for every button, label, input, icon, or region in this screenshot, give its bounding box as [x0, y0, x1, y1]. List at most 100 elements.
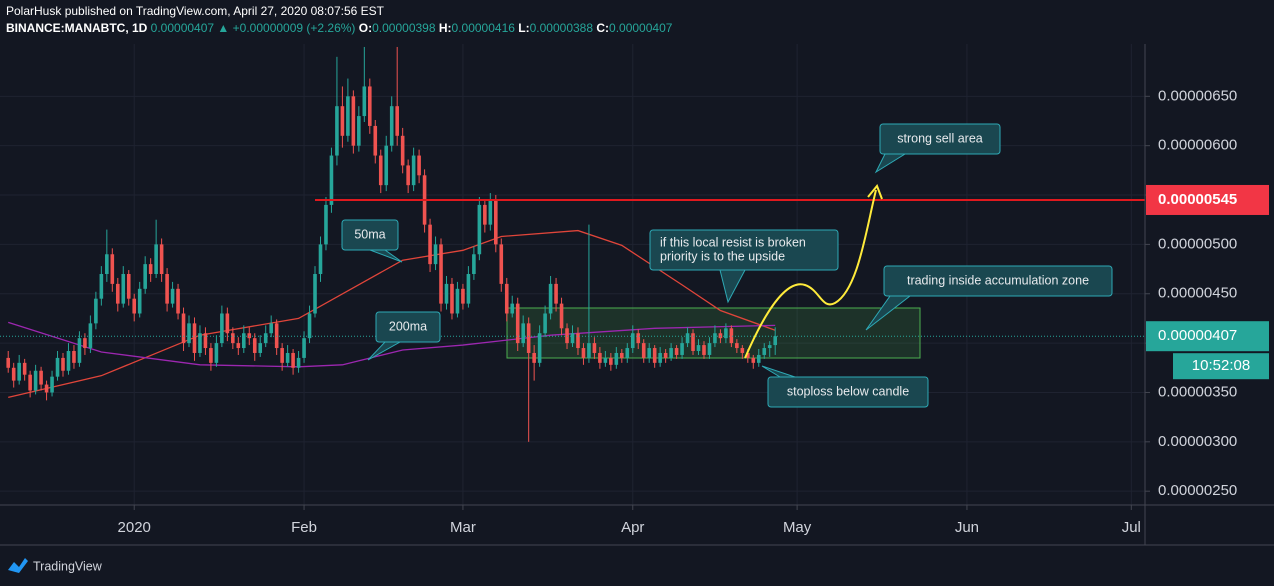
countdown: 10:52:08 [1192, 357, 1250, 374]
candle-body [641, 343, 646, 358]
candle-body [630, 333, 635, 349]
candle-body [269, 323, 273, 334]
last-price-label: 0.00000407 [1158, 327, 1237, 344]
candle-body [625, 348, 630, 358]
candle-body [559, 303, 564, 329]
symbol-legend: BINANCE:MANABTC, 1D 0.00000407 ▲ +0.0000… [6, 21, 673, 35]
countdown-box [1173, 353, 1269, 380]
candle-body [99, 274, 104, 299]
candle-body [367, 86, 372, 126]
candle-body [614, 352, 619, 365]
candle-body [165, 274, 169, 304]
candle-body [105, 254, 109, 275]
candle-body [400, 135, 405, 166]
last-price-box [1146, 321, 1269, 352]
callout-box [767, 376, 929, 408]
candle-body [115, 283, 120, 304]
y-tick-label: 0.00000250 [1158, 482, 1237, 499]
candle-body [735, 343, 739, 349]
candle-body [477, 204, 482, 255]
candle-body [209, 348, 213, 363]
candle-body [680, 343, 684, 355]
candle-body [466, 274, 471, 304]
candle-body [488, 199, 493, 225]
candle-body [357, 116, 361, 146]
candle-body [762, 348, 767, 355]
y-tick-label: 0.00000600 [1158, 137, 1237, 154]
candle-body [94, 298, 98, 324]
candle-body [652, 348, 657, 363]
candle-body [609, 357, 613, 365]
x-tick-label: Feb [291, 519, 317, 536]
y-tick-label: 0.00000500 [1158, 235, 1237, 252]
candle-body [302, 338, 306, 358]
callout-box [375, 311, 441, 343]
x-tick-label: Jun [955, 519, 979, 536]
candle-body [395, 106, 399, 136]
footer-brand[interactable]: TradingView [33, 559, 103, 573]
candle-body [132, 298, 137, 314]
candle-body [411, 155, 416, 186]
ohlc-value: 0.00000416 [452, 21, 516, 35]
candle-body [318, 244, 323, 275]
candle-body [291, 352, 295, 368]
candle-body [494, 199, 498, 245]
y-tick-label: 0.00000450 [1158, 285, 1237, 302]
x-tick-label: Mar [450, 519, 476, 536]
candle-body [198, 333, 202, 353]
candle-body [33, 370, 38, 391]
ohlc-value: 0.00000407 [609, 21, 673, 35]
candle-body [702, 345, 706, 355]
candle-body [143, 264, 147, 289]
candle-body [11, 367, 16, 381]
callout: stoploss below candle [761, 365, 929, 408]
candle-body [148, 264, 153, 275]
candle-body [66, 351, 71, 371]
candle-body [214, 343, 219, 363]
plot: 50ma 200ma strong sell area if this local r… [0, 44, 1145, 505]
candle-body [296, 357, 301, 368]
candle-body [587, 343, 591, 358]
candle-body [428, 224, 432, 265]
candle-body [576, 333, 580, 349]
x-tick-label: May [783, 519, 812, 536]
candle-body [751, 357, 756, 363]
candle-body [55, 357, 60, 377]
candle-body [669, 348, 673, 358]
callout-text: trading inside accumulation zone [907, 273, 1089, 287]
callout: trading inside accumulation zone [865, 265, 1113, 331]
candle-body [472, 254, 476, 275]
ohlc-key: H: [439, 21, 452, 35]
ohlc-value: 0.00000398 [372, 21, 436, 35]
accumulation-zone [506, 307, 921, 359]
candle-body [351, 96, 356, 146]
ohlc-key: O: [359, 21, 372, 35]
callout-box [883, 265, 1113, 297]
candle-body [581, 348, 586, 358]
candle-body [647, 348, 651, 358]
resistance-price-label: 0.00000545 [1158, 191, 1237, 208]
callout-text: stoploss below candle [787, 384, 909, 398]
candle-body [537, 333, 542, 363]
projection-curve [744, 189, 877, 359]
callout: strong sell area [874, 123, 1001, 174]
logo[interactable] [8, 558, 28, 573]
candle-body [181, 313, 186, 344]
candle-body [252, 338, 257, 353]
candle-body [176, 288, 180, 314]
candle-body [39, 370, 43, 385]
candle-body [77, 338, 82, 363]
candle-body [450, 283, 454, 314]
projection-arrow [867, 184, 883, 200]
candle-body [543, 313, 547, 334]
candle-body [406, 165, 410, 186]
candle-body [603, 357, 608, 363]
candle-body [674, 348, 679, 355]
candle-body [521, 323, 525, 344]
candle-body [22, 362, 27, 375]
candle-body [373, 125, 378, 156]
callout-text: if this local resist is broken [660, 235, 806, 249]
